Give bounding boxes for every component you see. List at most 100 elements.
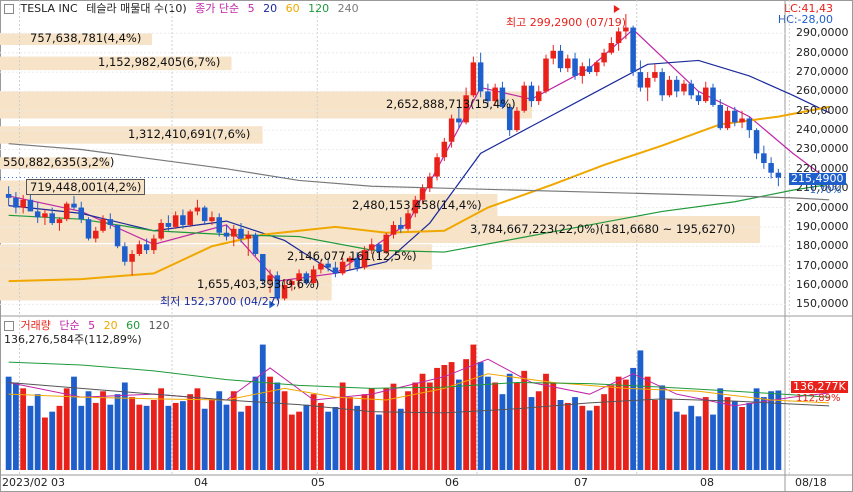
volume-profile-label: 2,652,888,713(15,4%): [386, 96, 516, 111]
volume-profile-label: 719,448,001(4,2%): [26, 179, 146, 196]
candle-body: [695, 95, 702, 102]
candle-body: [535, 91, 542, 102]
candle-body: [521, 85, 527, 111]
volume-bar: [158, 388, 165, 470]
candle-body: [761, 153, 767, 164]
candle-body: [673, 79, 680, 92]
candle-body: [274, 275, 281, 299]
volume-profile-label: 2,480,153,458(14,4%): [352, 197, 482, 212]
candle-body: [688, 83, 694, 96]
volume-bar: [172, 402, 179, 470]
candle-body: [252, 234, 259, 254]
volume-bar: [259, 344, 266, 470]
ma60-label: 60: [285, 2, 300, 15]
price-tick-label: 190,0000: [796, 219, 849, 233]
candle-body: [579, 66, 586, 76]
candle-body: [514, 110, 520, 131]
volume-bar: [78, 405, 85, 470]
candle-body: [543, 58, 549, 92]
volume-bar: [564, 402, 571, 470]
volume-bar: [492, 382, 499, 470]
candle-body: [732, 110, 738, 123]
volume-bar: [143, 405, 150, 470]
volume-profile-label: 1,312,410,691(7,6%): [128, 126, 251, 141]
candle-body: [289, 281, 295, 285]
volume-bar: [390, 383, 397, 470]
candle-body: [245, 234, 252, 239]
current-volume-tag: 136,277K: [791, 380, 848, 393]
collapse-toggle-icon[interactable]: [4, 4, 14, 14]
volume-profile-label: 3,784,667,223(22,0%)(181,6680 ~ 195,6270…: [470, 221, 736, 236]
volume-profile-label: 1,655,403,393(9,6%): [197, 276, 320, 291]
time-tick-label: 03: [51, 476, 65, 489]
volume-bar: [739, 407, 745, 470]
candle-body: [107, 219, 114, 225]
volume-bar: [535, 391, 542, 470]
volume-bar: [194, 388, 201, 470]
price-change-pct: -1,70%: [806, 185, 842, 196]
moving-average-ma60: [8, 105, 830, 283]
volume-bar: [644, 376, 651, 470]
candle-body: [572, 58, 578, 76]
volume-bar: [746, 402, 753, 470]
candle-body: [427, 176, 433, 189]
candle-body: [717, 104, 724, 129]
volume-bar: [455, 379, 462, 470]
candle-body: [303, 273, 310, 284]
volume-bar: [717, 388, 724, 470]
candle-body: [223, 232, 230, 237]
volume-bar: [434, 367, 440, 470]
volume-legend: 거래량 단순 5 20 60 120: [4, 319, 175, 333]
candle-body: [463, 95, 469, 123]
candle-body: [666, 79, 673, 96]
volume-pct: 112,89%: [796, 393, 841, 404]
volume-bar: [528, 397, 535, 470]
volume-profile-label: 2,146,077,161(12,5%): [287, 248, 417, 263]
volume-bar: [426, 382, 433, 470]
volume-bar: [470, 344, 477, 470]
price-tick-label: 170,0000: [796, 258, 849, 272]
volume-bar: [477, 362, 484, 470]
volume-bar: [557, 400, 564, 470]
candle-body: [238, 228, 244, 239]
hc-label: HC:-28,00: [777, 13, 833, 26]
volume-bar: [34, 394, 41, 470]
price-tick-label: 270,0000: [796, 65, 849, 79]
candle-body: [85, 219, 92, 239]
volume-bar: [252, 376, 259, 470]
candle-body: [376, 244, 382, 253]
candle-body: [681, 83, 687, 92]
price-tick-label: 240,0000: [796, 123, 849, 137]
candle-body: [310, 269, 317, 284]
candle-body: [470, 62, 477, 96]
candle-body: [5, 194, 12, 198]
candle-body: [27, 199, 34, 212]
volume-bar: [71, 376, 77, 470]
candle-body: [753, 130, 760, 154]
candle-body: [296, 273, 302, 282]
time-tick-label: 08: [700, 476, 714, 489]
candle-body: [194, 207, 201, 212]
moving-average-ma120: [8, 183, 830, 253]
candle-body: [412, 199, 419, 214]
volume-bar: [267, 376, 273, 470]
volume-bar: [310, 394, 317, 470]
volume-profile-band: [0, 157, 111, 169]
volume-bar: [397, 408, 404, 470]
moving-average-ma240: [8, 143, 830, 201]
time-tick-label: 06: [445, 476, 459, 489]
volume-bar: [499, 394, 506, 470]
candle-body: [398, 224, 404, 229]
volume-profile-label: 757,638,781(4,4%): [30, 31, 142, 46]
candle-body: [143, 244, 150, 251]
ma5-label: 5: [247, 2, 255, 15]
volume-title: 거래량: [20, 319, 51, 332]
volume-bar: [107, 404, 114, 470]
stock-subtitle: 테슬라 매물대 수(10): [86, 2, 187, 15]
volume-collapse-toggle-icon[interactable]: [4, 321, 14, 331]
volume-bar: [42, 417, 48, 470]
volume-profile-label: 1,152,982,405(6,7%): [98, 55, 221, 70]
volume-bar: [216, 391, 223, 470]
